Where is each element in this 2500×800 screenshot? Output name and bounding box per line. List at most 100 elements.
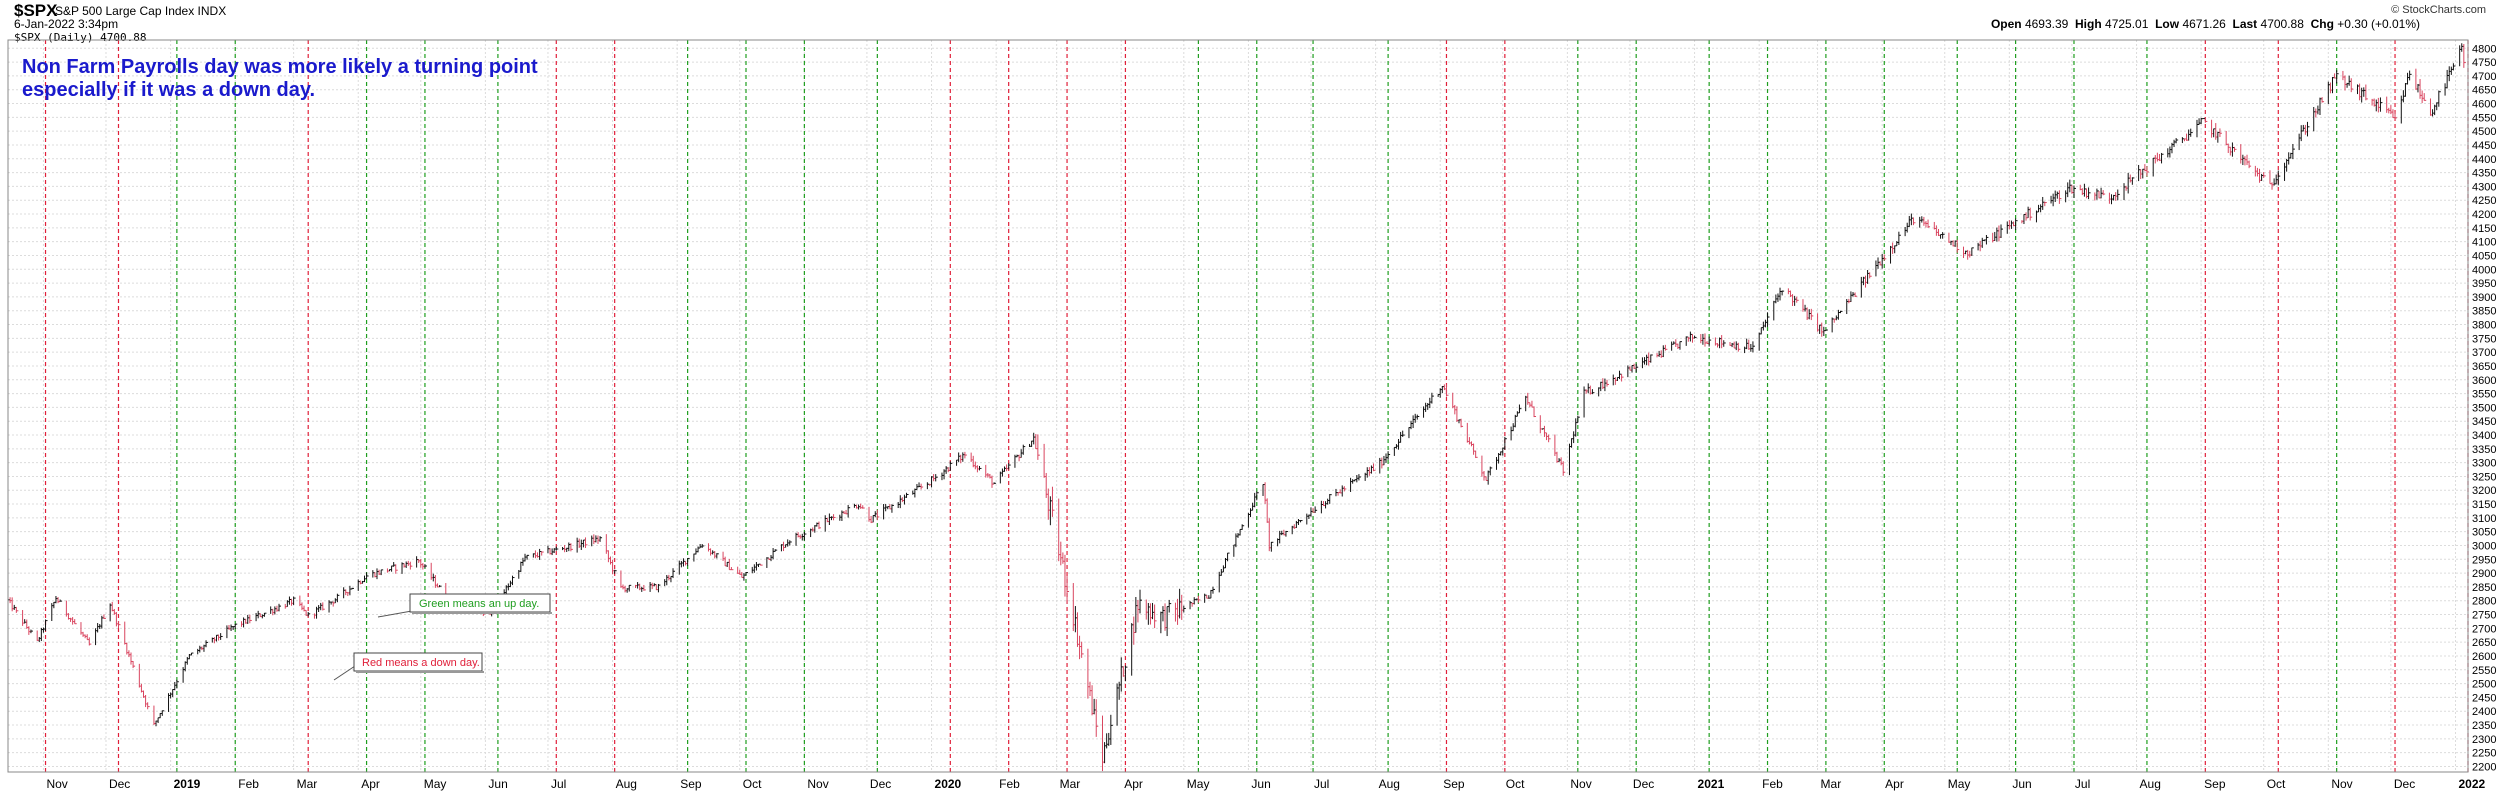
y-tick-label: 2400 — [2472, 706, 2496, 718]
y-tick-label: 4250 — [2472, 195, 2496, 207]
x-tick-label: 2021 — [1698, 777, 1725, 791]
y-tick-label: 2200 — [2472, 761, 2496, 773]
chg-label: Chg — [2310, 17, 2334, 31]
y-tick-label: 3900 — [2472, 292, 2496, 304]
x-tick-label: Jun — [2012, 777, 2031, 791]
x-tick-label: Jul — [2075, 777, 2090, 791]
y-tick-label: 4500 — [2472, 126, 2496, 138]
annotations: Non Farm Payrolls day was more likely a … — [22, 56, 552, 681]
y-tick-label: 3450 — [2472, 416, 2496, 428]
x-tick-label: Dec — [2394, 777, 2415, 791]
last-label: Last — [2232, 17, 2258, 31]
open-label: Open — [1990, 17, 2022, 31]
x-tick-label: Nov — [807, 777, 828, 791]
x-tick-label: Jul — [551, 777, 566, 791]
y-tick-label: 3400 — [2472, 430, 2496, 442]
x-tick-label: 2022 — [2458, 777, 2485, 791]
x-tick-label: Apr — [361, 777, 380, 791]
chg-value: +0.30 (+0.01%) — [2337, 17, 2420, 31]
y-tick-label: 3800 — [2472, 320, 2496, 332]
y-tick-label: 3250 — [2472, 471, 2496, 483]
x-tick-label: Aug — [2140, 777, 2161, 791]
y-tick-label: 2550 — [2472, 665, 2496, 677]
y-tick-label: 2250 — [2472, 748, 2496, 760]
y-tick-label: 4200 — [2472, 209, 2496, 221]
y-tick-label: 4650 — [2472, 85, 2496, 97]
x-tick-label: Apr — [1124, 777, 1143, 791]
x-tick-label: Oct — [743, 777, 762, 791]
x-tick-label: 2020 — [935, 777, 962, 791]
x-tick-label: Aug — [1379, 777, 1400, 791]
y-tick-label: 2450 — [2472, 692, 2496, 704]
y-tick-label: 4600 — [2472, 99, 2496, 111]
x-tick-label: Nov — [1570, 777, 1591, 791]
x-tick-label: Aug — [616, 777, 637, 791]
high-value: 4725.01 — [2105, 17, 2149, 31]
price-bars — [7, 43, 2466, 772]
x-tick-label: Dec — [109, 777, 130, 791]
x-tick-label: May — [1948, 777, 1971, 791]
x-tick-label: Mar — [1821, 777, 1842, 791]
x-tick-label: Nov — [46, 777, 67, 791]
y-tick-label: 4800 — [2472, 43, 2496, 55]
nfp-lines — [44, 40, 2469, 772]
y-tick-label: 3750 — [2472, 333, 2496, 345]
y-tick-label: 2950 — [2472, 554, 2496, 566]
y-tick-label: 3850 — [2472, 306, 2496, 318]
y-tick-label: 2350 — [2472, 720, 2496, 732]
y-tick-label: 3100 — [2472, 513, 2496, 525]
x-tick-label: Feb — [238, 777, 259, 791]
x-tick-label: Feb — [1762, 777, 1783, 791]
y-tick-label: 2750 — [2472, 610, 2496, 622]
x-tick-label: Oct — [2267, 777, 2286, 791]
y-tick-label: 3500 — [2472, 402, 2496, 414]
x-tick-label: Feb — [999, 777, 1020, 791]
y-tick-label: 3350 — [2472, 444, 2496, 456]
y-tick-label: 3950 — [2472, 278, 2496, 290]
high-label: High — [2075, 17, 2102, 31]
ticker-name: S&P 500 Large Cap Index INDX — [55, 4, 227, 18]
series-label: $SPX (Daily) 4700.88 — [14, 31, 147, 44]
green-note: Green means an up day. — [419, 598, 539, 610]
x-tick-label: Apr — [1885, 777, 1904, 791]
green-note-callout: Green means an up day. — [377, 593, 552, 618]
y-tick-label: 2800 — [2472, 596, 2496, 608]
y-tick-label: 4300 — [2472, 181, 2496, 193]
red-note: Red means a down day. — [362, 657, 480, 669]
y-tick-label: 2500 — [2472, 679, 2496, 691]
y-tick-label: 4550 — [2472, 112, 2496, 124]
y-tick-label: 2650 — [2472, 637, 2496, 649]
y-tick-label: 2850 — [2472, 582, 2496, 594]
y-tick-label: 3600 — [2472, 375, 2496, 387]
grid — [8, 40, 2468, 772]
x-tick-label: Sep — [2204, 777, 2226, 791]
x-tick-label: Jun — [488, 777, 507, 791]
x-tick-label: Jul — [1314, 777, 1329, 791]
y-tick-label: 2700 — [2472, 623, 2496, 635]
low-value: 4671.26 — [2182, 17, 2226, 31]
y-tick-label: 4400 — [2472, 154, 2496, 166]
y-tick-label: 4150 — [2472, 223, 2496, 235]
y-tick-label: 3550 — [2472, 389, 2496, 401]
last-value: 4700.88 — [2260, 17, 2304, 31]
y-tick-label: 4750 — [2472, 57, 2496, 69]
y-tick-label: 3150 — [2472, 499, 2496, 511]
y-tick-label: 4000 — [2472, 264, 2496, 276]
main-note-line1: Non Farm Payrolls day was more likely a … — [22, 56, 538, 78]
y-tick-label: 3650 — [2472, 361, 2496, 373]
y-tick-label: 3700 — [2472, 347, 2496, 359]
x-tick-label: Dec — [870, 777, 891, 791]
x-tick-label: Nov — [2331, 777, 2352, 791]
x-tick-label: 2019 — [174, 777, 201, 791]
low-label: Low — [2155, 17, 2180, 31]
y-tick-label: 3200 — [2472, 485, 2496, 497]
plot-frame — [7, 39, 2469, 773]
y-tick-label: 2900 — [2472, 568, 2496, 580]
x-tick-label: Oct — [1506, 777, 1525, 791]
x-tick-label: Mar — [1060, 777, 1081, 791]
x-tick-label: Sep — [1443, 777, 1465, 791]
ticker-symbol: $SPX — [14, 1, 58, 20]
y-tick-label: 3000 — [2472, 540, 2496, 552]
